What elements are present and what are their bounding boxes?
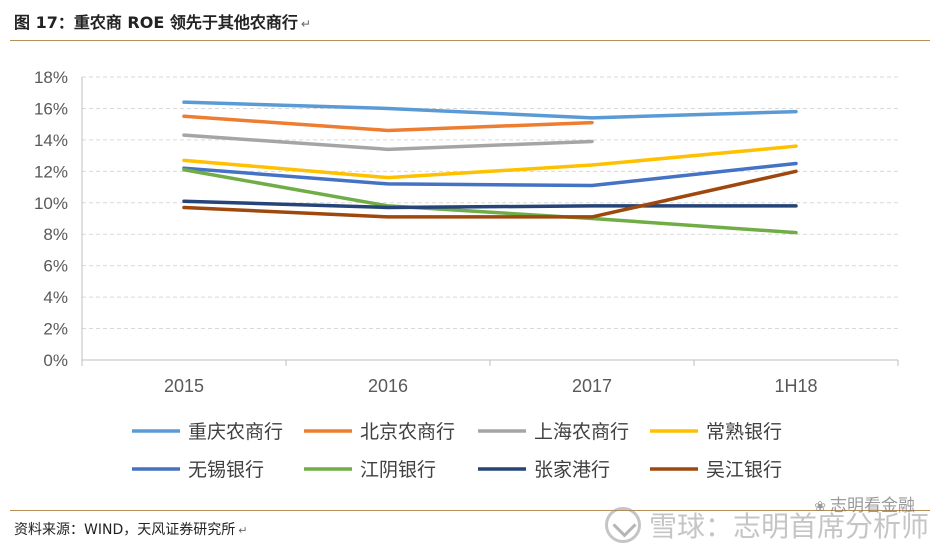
roe-line-chart: 0% 2% 4% 6% 8% 10% 12% 14% 16% 18% 2015 2016 2017 1H… [34,68,899,481]
legend-label: 江阴银行 [360,459,436,481]
source-text: 资料来源：WIND，天风证券研究所 [14,522,236,538]
legend-label: 北京农商行 [360,421,455,443]
x-tick-label: 2015 [164,376,204,396]
series-line [182,199,798,210]
series-line [182,168,798,235]
legend-item: 北京农商行 [304,421,455,443]
legend-item: 吴江银行 [650,459,782,481]
title-return-mark: ↵ [300,17,311,31]
legend-label: 张家港行 [534,459,610,481]
y-tick-label: 18% [34,68,68,87]
series-line [182,133,594,152]
y-tick-label: 6% [43,257,68,276]
watermark-small: ❀ 志明看金融 [814,491,915,516]
y-tick-label: 2% [43,320,68,339]
legend-label: 无锡银行 [188,459,264,481]
y-tick-label: 14% [34,131,68,150]
series-line [182,100,798,120]
wechat-icon: ❀ [814,499,826,515]
x-tick-label: 2017 [572,376,612,396]
x-tick-label: 2016 [368,376,408,396]
legend-item: 江阴银行 [304,459,436,481]
watermark: 雪球：志明首席分析师 [604,505,929,545]
x-axis: 2015 2016 2017 1H18 [81,359,899,396]
bottom-divider [10,510,930,511]
x-tick-label: 1H18 [774,376,817,396]
chart-title: 图 17：重农商 ROE 领先于其他农商行 ↵ [14,9,311,33]
y-tick-label: 10% [34,194,68,213]
top-divider [10,40,930,41]
y-tick-label: 4% [43,288,68,307]
legend-item: 张家港行 [478,459,610,481]
legend-item: 无锡银行 [132,459,264,481]
y-tick-label: 8% [43,225,68,244]
legend-label: 上海农商行 [534,421,629,443]
y-tick-label: 12% [34,162,68,181]
y-axis: 0% 2% 4% 6% 8% 10% 12% 14% 16% 18% [34,68,83,370]
series-lines [182,100,798,235]
y-tick-label: 16% [34,99,68,118]
series-line [182,161,798,188]
xueqiu-logo-icon [604,507,641,543]
source-return-mark: ↵ [238,524,248,537]
chart-title-text: 图 17：重农商 ROE 领先于其他农商行 [14,13,298,32]
watermark-small-text: 志明看金融 [830,496,915,516]
legend-label: 常熟银行 [706,421,782,443]
series-line [182,169,798,219]
watermark-text: 雪球：志明首席分析师 [648,510,929,543]
series-line [182,114,594,133]
legend-label: 重庆农商行 [188,421,283,443]
legend-item: 上海农商行 [478,421,629,443]
series-line [182,144,798,180]
legend-item: 重庆农商行 [132,421,283,443]
legend-item: 常熟银行 [650,421,782,443]
legend-label: 吴江银行 [706,459,782,481]
y-tick-label: 0% [43,351,68,370]
source-note: 资料来源：WIND，天风证券研究所 ↵ [14,519,247,539]
